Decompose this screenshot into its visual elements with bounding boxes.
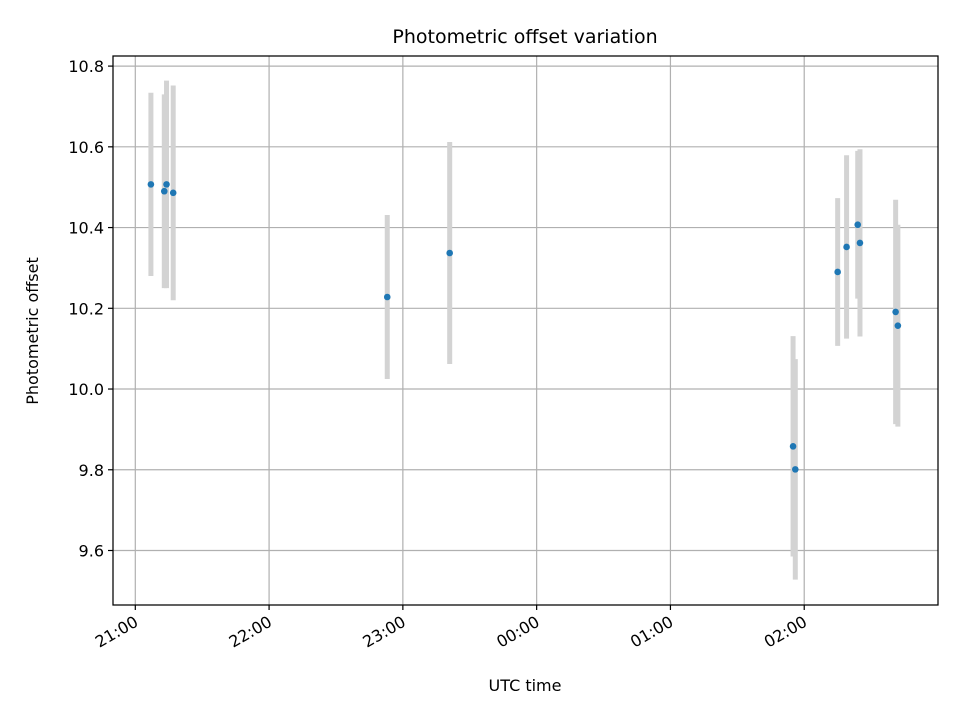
y-tick-label: 9.8 bbox=[79, 461, 104, 480]
data-point bbox=[834, 268, 841, 276]
y-tick-label: 9.6 bbox=[79, 542, 104, 561]
data-point bbox=[163, 181, 170, 188]
data-point bbox=[789, 443, 797, 450]
data-point bbox=[894, 322, 902, 329]
data-point bbox=[854, 221, 862, 229]
y-tick-label: 10.2 bbox=[68, 299, 104, 318]
plot-frame bbox=[112, 55, 939, 606]
data-point bbox=[446, 249, 453, 257]
data-point bbox=[147, 181, 155, 188]
data-point bbox=[791, 466, 799, 473]
data-point bbox=[383, 293, 391, 301]
data-points bbox=[147, 181, 902, 473]
plot-area bbox=[113, 56, 938, 605]
chart-title: Photometric offset variation bbox=[392, 26, 657, 48]
data-point bbox=[856, 239, 864, 247]
y-tick-label: 10.8 bbox=[68, 57, 104, 76]
data-point bbox=[169, 189, 177, 197]
y-tick-label: 10.0 bbox=[68, 380, 104, 399]
grid bbox=[113, 56, 938, 605]
data-point bbox=[160, 187, 168, 195]
data-point bbox=[892, 308, 899, 316]
y-axis-label: Photometric offset bbox=[23, 257, 42, 405]
data-point bbox=[843, 243, 850, 251]
x-axis-label: UTC time bbox=[489, 676, 562, 695]
y-axis-ticks: 9.6 9.8 10.0 10.2 10.4 10.6 10.8 bbox=[68, 57, 113, 561]
y-tick-label: 10.4 bbox=[68, 219, 104, 238]
y-tick-label: 10.6 bbox=[68, 138, 104, 157]
